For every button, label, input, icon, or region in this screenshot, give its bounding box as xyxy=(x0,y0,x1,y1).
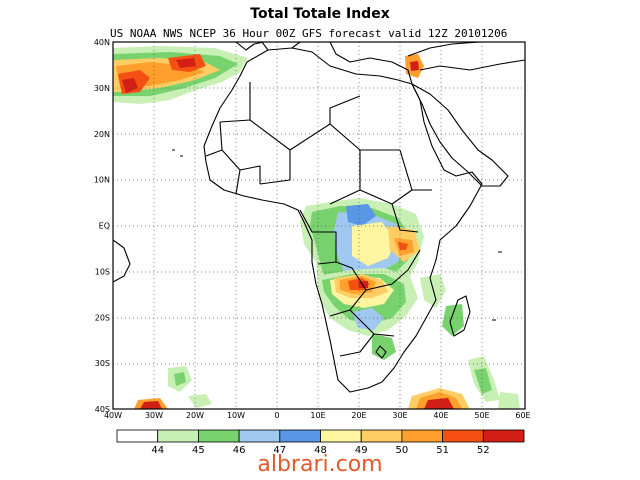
lon-tick-label: 20E xyxy=(351,411,366,420)
colorbar-label: 44 xyxy=(151,445,164,456)
lon-tick-label: 20W xyxy=(186,411,204,420)
colorbar-swatch xyxy=(320,429,362,443)
lat-lon-grid xyxy=(113,42,525,409)
map-frame xyxy=(112,41,526,410)
lon-tick-label: 60E xyxy=(515,411,530,420)
lat-tick-label: 40S xyxy=(95,405,110,414)
colorbar-swatch xyxy=(238,429,281,443)
lon-tick-label: 0 xyxy=(274,411,279,420)
lon-tick-label: 40W xyxy=(104,411,122,420)
colorbar-swatch xyxy=(116,429,159,443)
lat-tick-label: 10N xyxy=(94,176,110,185)
colorbar-label: 46 xyxy=(233,445,246,456)
lat-tick-label: 30N xyxy=(94,84,110,93)
colorbar-label: 49 xyxy=(355,445,368,456)
colorbar: 44 45 46 47 48 49 50 51 52 xyxy=(116,429,525,456)
colorbar-swatch xyxy=(197,429,240,443)
colorbar-label: 52 xyxy=(477,445,490,456)
lat-tick-label: 20N xyxy=(94,130,110,139)
lat-tick-label: 20S xyxy=(95,313,110,322)
colorbar-swatch xyxy=(360,429,403,443)
colorbar-labels: 44 45 46 47 48 49 50 51 52 xyxy=(151,445,489,456)
lon-tick-label: 10W xyxy=(227,411,245,420)
lon-tick-label: 30E xyxy=(392,411,407,420)
colorbar-swatch xyxy=(279,429,321,443)
lat-tick-label: 30S xyxy=(95,359,110,368)
colorbar-label: 48 xyxy=(314,445,327,456)
chart-title: Total Totale Index xyxy=(250,6,390,22)
index-field xyxy=(113,46,520,409)
colorbar-label: 45 xyxy=(192,445,205,456)
lat-tick-label: EQ xyxy=(99,222,110,231)
lon-tick-label: 30W xyxy=(145,411,163,420)
colorbar-label: 47 xyxy=(273,445,286,456)
colorbar-label: 51 xyxy=(436,445,449,456)
lon-tick-label: 10E xyxy=(310,411,325,420)
colorbar-swatch xyxy=(482,429,525,443)
colorbar-swatch xyxy=(157,429,199,443)
site-credit: albrari.com xyxy=(257,452,383,477)
colorbar-label: 50 xyxy=(396,445,409,456)
coastlines-and-borders xyxy=(113,42,525,393)
chart-subtitle: US NOAA NWS NCEP 36 Hour 00Z GFS forecas… xyxy=(110,27,508,40)
colorbar-swatch xyxy=(442,429,484,443)
lat-tick-label: 10S xyxy=(95,267,110,276)
lat-tick-label: 40N xyxy=(94,38,110,47)
lon-tick-label: 40E xyxy=(433,411,448,420)
colorbar-boxes xyxy=(116,429,525,443)
lon-tick-label: 50E xyxy=(474,411,489,420)
colorbar-swatch xyxy=(401,429,443,443)
